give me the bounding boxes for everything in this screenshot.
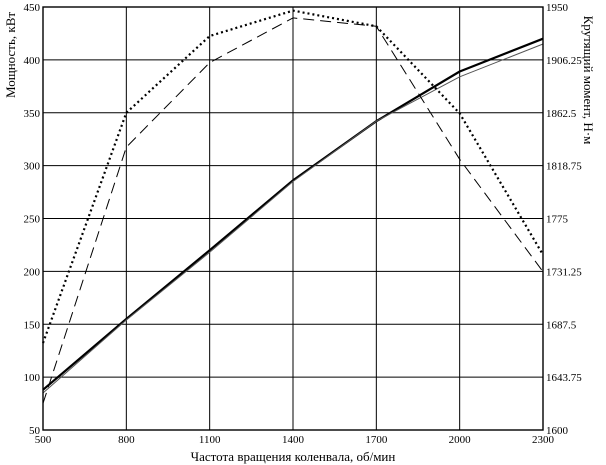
y-left-tick-labels: 50 100 150 200 250 300 350 400 450 — [24, 2, 41, 437]
y-left-axis-label: Мощность, кВт — [3, 12, 18, 98]
y-left-tick-label: 400 — [24, 55, 41, 67]
y-left-tick-label: 100 — [24, 372, 41, 384]
grid — [43, 7, 543, 430]
series-line-1-solid-thick — [42, 37, 544, 391]
y-left-tick-label: 450 — [24, 2, 41, 14]
series-line-4-dashed — [42, 17, 544, 404]
y-right-tick-label: 1687.5 — [546, 319, 577, 331]
series-layer — [41, 9, 544, 404]
y-right-tick-label: 1775 — [546, 214, 569, 226]
series-line-3-dotted — [41, 9, 544, 344]
y-right-tick-label: 1731.25 — [546, 266, 582, 278]
x-tick-labels: 500 800 1100 1400 1700 2000 2300 — [35, 434, 555, 446]
x-axis-label: Частота вращения коленвала, об/мин — [191, 449, 396, 464]
x-tick-label: 2300 — [532, 434, 555, 446]
y-left-tick-label: 250 — [24, 214, 41, 226]
x-tick-label: 1400 — [282, 434, 305, 446]
y-right-axis-label: Крутящий момент, Н·м — [581, 16, 596, 145]
y-right-tick-label: 1906.25 — [546, 55, 582, 67]
y-right-tick-label: 1643.75 — [546, 372, 582, 384]
y-right-tick-label: 1600 — [546, 425, 569, 437]
y-left-tick-label: 50 — [29, 425, 41, 437]
x-tick-label: 2000 — [449, 434, 472, 446]
y-left-tick-label: 300 — [24, 161, 41, 173]
y-left-tick-label: 150 — [24, 319, 41, 331]
y-right-tick-label: 1950 — [546, 2, 569, 14]
y-right-tick-labels: 1600 1643.75 1687.5 1731.25 1775 1818.75 1862.… — [546, 2, 582, 437]
plot-frame — [42, 6, 544, 431]
x-tick-label: 1100 — [199, 434, 221, 446]
y-right-tick-label: 1818.75 — [546, 161, 582, 173]
series-line-2-solid-thin — [42, 43, 544, 394]
x-tick-label: 800 — [118, 434, 135, 446]
y-left-tick-label: 350 — [24, 108, 41, 120]
x-tick-label: 500 — [35, 434, 52, 446]
x-tick-label: 1700 — [365, 434, 388, 446]
y-left-tick-label: 200 — [24, 266, 41, 278]
y-right-tick-label: 1862.5 — [546, 108, 577, 120]
